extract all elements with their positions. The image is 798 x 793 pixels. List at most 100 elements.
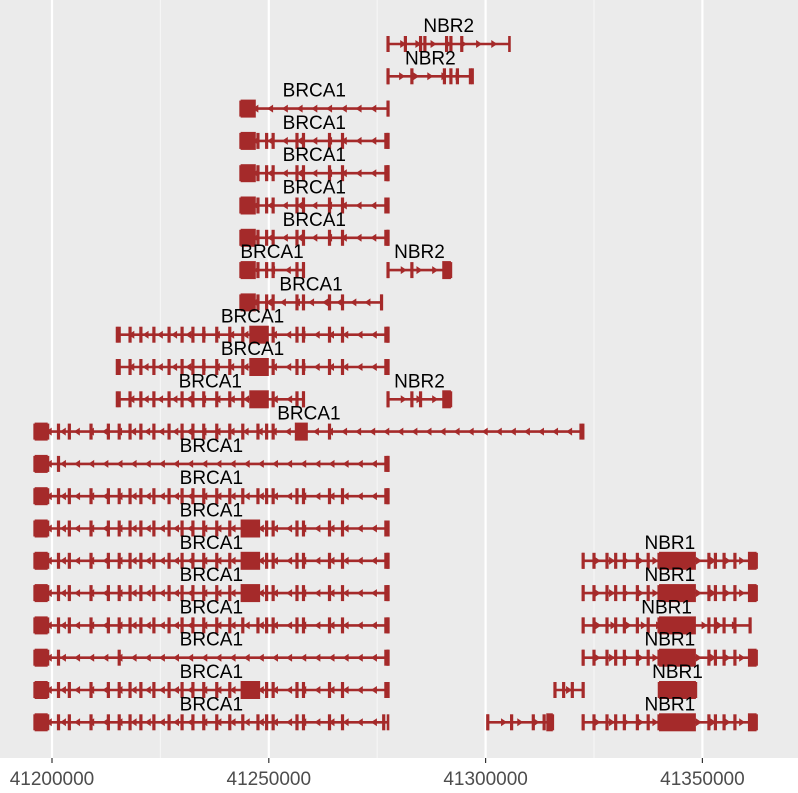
exon [89, 617, 93, 634]
exon [117, 359, 121, 375]
strand-arrow [130, 459, 137, 468]
x-tick-label: 41300000 [443, 769, 528, 790]
coding-block [747, 551, 757, 570]
exon [386, 36, 390, 52]
exon [128, 682, 132, 698]
strand-arrow [242, 363, 249, 371]
strand-arrow [229, 621, 236, 630]
coding-block [240, 261, 256, 280]
strand-arrow [537, 427, 544, 436]
exon [271, 229, 275, 246]
strand-arrow [695, 556, 702, 565]
exon [128, 326, 132, 343]
exon [386, 262, 390, 279]
exon [241, 423, 245, 440]
gene-label: NBR1 [645, 630, 696, 651]
strand-arrow [157, 395, 164, 404]
exon [180, 617, 184, 634]
exon [139, 714, 143, 731]
exon [271, 359, 275, 375]
strand-arrow [186, 427, 193, 436]
exon [722, 552, 726, 569]
exon [384, 585, 388, 602]
exon [241, 488, 245, 505]
exon [46, 617, 50, 634]
exon [271, 294, 275, 311]
strand-arrow [296, 233, 303, 242]
strand-arrow [370, 524, 377, 533]
coding-block [240, 131, 256, 150]
exon [707, 617, 711, 634]
strand-arrow [311, 201, 318, 210]
strand-arrow [286, 653, 293, 662]
strand-arrow [74, 621, 81, 630]
exon [722, 585, 726, 602]
exon [202, 552, 206, 569]
strand-arrow [400, 395, 407, 404]
strand-arrow [74, 524, 81, 533]
strand-arrow [652, 718, 659, 727]
exon [106, 423, 110, 440]
exon [152, 552, 156, 569]
strand-arrow [296, 169, 303, 178]
strand-arrow [286, 718, 293, 727]
strand-arrow [229, 653, 236, 662]
exon [191, 585, 195, 602]
exon [56, 682, 61, 698]
exon [622, 617, 626, 634]
strand-arrow [296, 136, 303, 145]
exon [271, 423, 275, 440]
exon [106, 552, 110, 569]
exon [202, 423, 206, 440]
strand-arrow [427, 72, 434, 81]
exon [384, 229, 388, 246]
strand-arrow [342, 589, 349, 598]
exon [228, 359, 232, 375]
exon [256, 714, 260, 731]
exon [301, 165, 306, 182]
exon [301, 359, 306, 375]
strand-arrow [356, 556, 363, 565]
strand-arrow [201, 459, 208, 468]
gene-label: BRCA1 [180, 630, 243, 651]
strand-arrow [724, 589, 731, 598]
strand-arrow [355, 104, 362, 113]
exon [295, 326, 299, 343]
exon [106, 585, 110, 602]
exon [128, 488, 132, 505]
exon [265, 520, 269, 537]
gene-track-brca1 [33, 713, 390, 732]
exon [67, 617, 71, 634]
strand-arrow [400, 266, 407, 275]
exon [202, 520, 206, 537]
exon [180, 391, 184, 408]
exon [295, 714, 299, 731]
strand-arrow [432, 395, 439, 404]
strand-arrow [116, 459, 123, 468]
exon [340, 326, 345, 343]
exon [327, 132, 332, 149]
strand-arrow [637, 556, 644, 565]
strand-arrow [59, 718, 66, 727]
strand-arrow [257, 524, 264, 533]
exon [386, 100, 390, 117]
strand-arrow [271, 621, 278, 630]
exon [89, 682, 93, 698]
strand-arrow [364, 298, 371, 307]
exon [581, 714, 585, 731]
exon [327, 229, 332, 246]
strand-arrow [328, 686, 335, 694]
strand-arrow [652, 589, 659, 598]
strand-arrow [173, 718, 180, 727]
exon [180, 326, 184, 343]
x-tick-label: 41250000 [227, 769, 312, 790]
strand-arrow [144, 686, 151, 694]
coding-block [240, 551, 261, 570]
exon [265, 197, 269, 214]
strand-arrow [158, 459, 165, 468]
strand-arrow [695, 718, 702, 727]
exon [486, 714, 490, 731]
strand-arrow [341, 427, 348, 436]
strand-arrow [625, 621, 632, 630]
strand-arrow [156, 330, 163, 339]
